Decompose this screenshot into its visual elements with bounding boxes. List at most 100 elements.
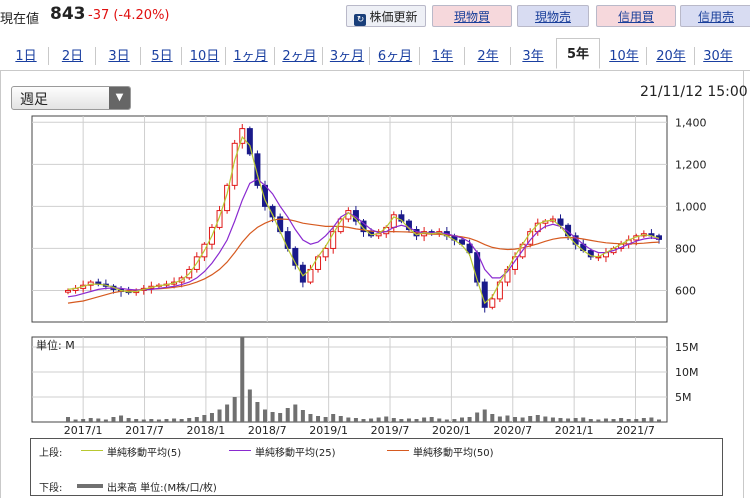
chart-frame	[0, 70, 744, 498]
volume-bar	[641, 418, 646, 422]
candle-body	[239, 128, 246, 144]
refresh-label: 株価更新	[369, 10, 418, 24]
x-tick-label: 2020/1	[432, 424, 471, 437]
margin-buy-button[interactable]: 信用買	[596, 5, 676, 27]
volume-bar	[581, 417, 586, 422]
tab-7[interactable]: 2ヶ月	[282, 49, 317, 64]
volume-bar	[187, 418, 192, 422]
x-tick-label: 2018/7	[248, 424, 287, 437]
tab-13[interactable]: 5年	[556, 38, 600, 69]
tab-3[interactable]: 3日	[108, 49, 130, 64]
tab-16[interactable]: 30年	[703, 49, 733, 64]
x-tick-label: 2019/1	[309, 424, 348, 437]
candle-body	[360, 220, 367, 233]
period-tabs: 1日 2日 3日 5日 10日 1ヶ月 2ヶ月 3ヶ月 6ヶ月 1年 2年 3年 5年 10年 20年 30年	[0, 38, 750, 70]
legend-lower-label: 下段:	[39, 483, 63, 494]
candle-body	[65, 289, 71, 293]
volume-bar	[164, 419, 169, 422]
cash-buy-button[interactable]: 現物買	[432, 5, 512, 27]
tab-12[interactable]: 3年	[522, 49, 544, 64]
volume-bar	[353, 418, 358, 422]
x-tick-label: 2018/1	[187, 424, 226, 437]
tab-4[interactable]: 5日	[151, 49, 173, 64]
volume-bar	[460, 417, 464, 422]
volume-bar	[96, 418, 101, 422]
volume-bar	[619, 418, 624, 422]
tab-6[interactable]: 1ヶ月	[233, 49, 268, 64]
x-tick-label: 2021/7	[616, 424, 655, 437]
volume-bar	[270, 412, 275, 422]
tab-11[interactable]: 2年	[477, 49, 499, 64]
volume-bar	[119, 415, 124, 422]
volume-bar	[285, 408, 290, 422]
x-tick-label: 2017/7	[125, 424, 164, 437]
chart-legend: 上段: 単純移動平均(5) 単純移動平均(25) 単純移動平均(50) 下段: …	[30, 438, 723, 496]
refresh-price-button[interactable]: ↻ 株価更新	[346, 5, 426, 27]
margin-sell-button[interactable]: 信用売	[680, 5, 750, 27]
price-tick-label: 1,200	[675, 158, 707, 171]
candle-body	[557, 218, 564, 226]
volume-bar	[596, 419, 601, 422]
candle-body	[489, 298, 496, 308]
ma50-line	[67, 218, 660, 304]
volume-bar	[232, 397, 237, 422]
volume-unit-label: 単位: M	[36, 338, 75, 352]
volume-bar	[437, 418, 442, 422]
candle-body	[322, 247, 329, 258]
candle-body	[246, 128, 253, 155]
volume-bar	[103, 419, 108, 422]
price-tick-label: 1,000	[675, 200, 707, 213]
cash-sell-button[interactable]: 現物売	[517, 5, 589, 27]
volume-bar	[543, 416, 548, 422]
tab-5[interactable]: 10日	[189, 49, 220, 64]
volume-bar	[126, 418, 131, 422]
candle-body	[216, 210, 223, 228]
legend-volume-swatch	[77, 484, 103, 488]
volume-bar	[535, 415, 540, 422]
chart-timestamp: 21/11/12 15:00	[640, 84, 748, 100]
tabs-divider	[0, 70, 750, 71]
interval-select[interactable]: 週足 ▼	[11, 86, 131, 110]
volume-bar	[550, 417, 555, 422]
volume-bar	[172, 418, 177, 422]
volume-bar	[247, 389, 252, 422]
volume-bar	[634, 419, 639, 422]
volume-bar	[66, 417, 70, 422]
volume-bar	[217, 409, 222, 422]
candle-body	[224, 184, 231, 212]
tab-9[interactable]: 6ヶ月	[377, 49, 413, 64]
tab-15[interactable]: 20年	[656, 49, 686, 64]
legend-ma25-swatch	[229, 450, 251, 451]
volume-bar	[278, 413, 283, 422]
x-tick-label: 2020/7	[493, 424, 532, 437]
candle-body	[466, 243, 473, 254]
tab-2[interactable]: 2日	[61, 49, 84, 64]
tab-10[interactable]: 1年	[431, 49, 454, 64]
volume-bar	[202, 415, 207, 422]
tab-14[interactable]: 10年	[609, 49, 639, 64]
volume-bar	[384, 416, 389, 422]
volume-bar	[452, 419, 457, 422]
volume-bar	[422, 417, 427, 422]
candle-body	[398, 214, 405, 222]
volume-bar	[156, 419, 161, 422]
volume-bar	[293, 404, 298, 422]
volume-bar	[406, 418, 411, 422]
volume-bar	[316, 416, 321, 422]
ma5-line	[67, 135, 660, 305]
volume-bar	[134, 419, 139, 422]
volume-bar	[88, 418, 93, 422]
volume-bar	[308, 414, 313, 422]
volume-bar	[490, 414, 495, 422]
volume-bar	[497, 416, 502, 422]
dropdown-arrow-icon: ▼	[109, 87, 130, 109]
volume-bar	[482, 409, 487, 422]
volume-bar	[444, 419, 449, 422]
volume-panel	[31, 336, 668, 423]
tab-1[interactable]: 1日	[15, 49, 37, 64]
price-tick-label: 600	[675, 284, 696, 297]
volume-bar	[361, 419, 366, 422]
volume-bar	[73, 419, 78, 422]
tab-8[interactable]: 3ヶ月	[329, 49, 365, 64]
volume-bar	[414, 419, 419, 422]
